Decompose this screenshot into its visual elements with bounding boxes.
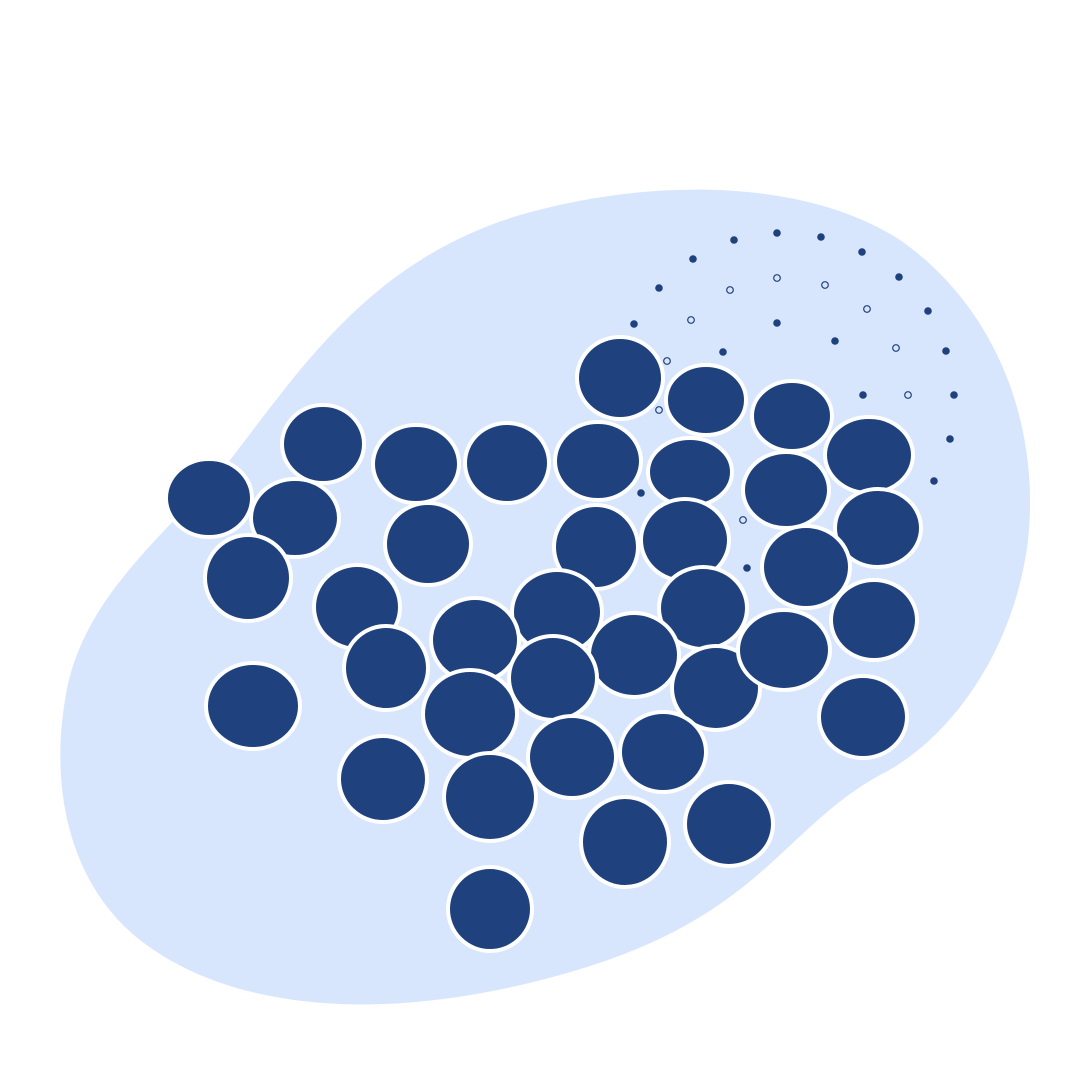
filled-dot bbox=[895, 273, 903, 281]
navy-circle bbox=[383, 501, 473, 587]
navy-circle bbox=[164, 457, 254, 539]
hollow-dot bbox=[655, 406, 663, 414]
navy-circle bbox=[446, 865, 534, 953]
dot-pattern bbox=[630, 229, 958, 572]
navy-circle bbox=[823, 415, 915, 495]
filled-dot bbox=[831, 337, 839, 345]
filled-dot bbox=[630, 320, 638, 328]
navy-circle bbox=[463, 421, 551, 505]
navy-circle bbox=[507, 634, 599, 722]
circle-cluster bbox=[164, 335, 923, 953]
hollow-dot bbox=[863, 305, 871, 313]
hollow-dot bbox=[773, 274, 781, 282]
navy-circle bbox=[442, 751, 538, 843]
filled-dot bbox=[730, 236, 738, 244]
filled-dot bbox=[950, 391, 958, 399]
filled-dot bbox=[743, 564, 751, 572]
navy-circle bbox=[203, 533, 293, 623]
filled-dot bbox=[817, 233, 825, 241]
filled-dot bbox=[924, 307, 932, 315]
hollow-dot bbox=[726, 286, 734, 294]
hollow-dot bbox=[663, 357, 671, 365]
navy-circle bbox=[342, 624, 430, 712]
filled-dot bbox=[773, 319, 781, 327]
hollow-dot bbox=[904, 391, 912, 399]
hollow-dot bbox=[892, 344, 900, 352]
navy-circle bbox=[760, 524, 852, 610]
filled-dot bbox=[689, 255, 697, 263]
navy-circle bbox=[646, 436, 734, 508]
filled-dot bbox=[946, 435, 954, 443]
navy-circle bbox=[829, 578, 919, 662]
navy-circle bbox=[575, 335, 665, 421]
navy-circle bbox=[833, 487, 923, 569]
navy-circle bbox=[371, 423, 461, 505]
navy-circle bbox=[817, 674, 909, 760]
navy-circle bbox=[204, 661, 302, 751]
navy-circle bbox=[553, 420, 643, 502]
filled-dot bbox=[859, 391, 867, 399]
navy-circle bbox=[421, 668, 519, 760]
filled-dot bbox=[942, 347, 950, 355]
navy-circle bbox=[618, 710, 708, 794]
filled-dot bbox=[858, 248, 866, 256]
navy-circle bbox=[741, 450, 831, 530]
navy-circle bbox=[683, 780, 775, 868]
navy-circle bbox=[664, 363, 748, 437]
navy-circle bbox=[587, 611, 681, 699]
hollow-dot bbox=[687, 316, 695, 324]
filled-dot bbox=[930, 477, 938, 485]
hollow-dot bbox=[739, 516, 747, 524]
navy-circle bbox=[579, 795, 671, 889]
navy-circle bbox=[249, 477, 341, 559]
navy-circle bbox=[736, 608, 832, 692]
filled-dot bbox=[637, 489, 645, 497]
navy-circle bbox=[750, 379, 834, 453]
filled-dot bbox=[773, 229, 781, 237]
filled-dot bbox=[655, 284, 663, 292]
filled-dot bbox=[719, 348, 727, 356]
hollow-dot bbox=[821, 281, 829, 289]
navy-circle bbox=[526, 714, 618, 800]
navy-circle bbox=[337, 734, 429, 824]
navy-circle bbox=[670, 644, 762, 732]
navy-circle bbox=[280, 403, 366, 485]
